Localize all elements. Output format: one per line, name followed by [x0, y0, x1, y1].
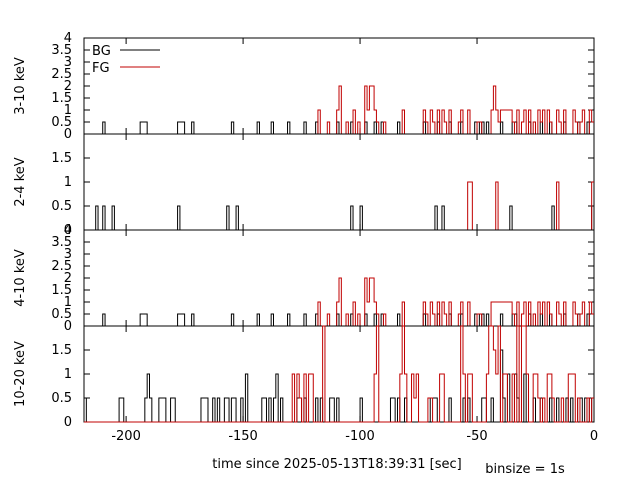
y-tick-label: 2.5 — [51, 259, 72, 274]
y-tick-label: 0 — [64, 319, 72, 334]
panel-4: 0 0.5 1 1.5 10-20 keV — [13, 325, 595, 430]
y-axis-title: 4-10 keV — [13, 249, 28, 307]
series-fg — [84, 277, 594, 327]
legend-label: FG — [92, 61, 110, 76]
y-tick-label: 0 — [64, 415, 72, 430]
y-tick-label: 0.5 — [51, 199, 72, 214]
y-tick-label: 0.5 — [51, 391, 72, 406]
series-bg — [84, 121, 594, 135]
legend: BG FG — [92, 44, 160, 76]
y-tick-label: 3 — [64, 55, 72, 70]
y-tick-label: 1 — [64, 175, 72, 190]
y-axis-title: 2-4 keV — [13, 157, 28, 206]
y-axis-title: 10-20 keV — [13, 341, 28, 407]
y-tick-label: 2.5 — [51, 67, 72, 82]
y-tick-label: 3.5 — [51, 43, 72, 58]
y-tick-label: 1 — [64, 367, 72, 382]
x-tick-label: 0 — [590, 429, 598, 444]
y-tick-label: 1.5 — [51, 343, 72, 358]
x-tick-label: -150 — [228, 429, 258, 444]
y-tick-label: 0 — [64, 223, 72, 238]
y-tick-label: 0 — [64, 127, 72, 142]
y-tick-label: 0.5 — [51, 307, 72, 322]
y-tick-label: 3 — [64, 247, 72, 262]
series-bg — [84, 205, 594, 231]
y-axis-title: 3-10 keV — [13, 57, 28, 115]
legend-label: BG — [92, 44, 111, 59]
series-fg — [84, 181, 594, 231]
y-tick-label: 2 — [64, 271, 72, 286]
x-axis-title: time since 2025-05-13T18:39:31 [sec] — [212, 457, 461, 472]
y-tick-label: 1 — [64, 295, 72, 310]
series-bg — [83, 349, 594, 423]
y-tick-label: 4 — [64, 223, 72, 238]
panel-frame — [83, 133, 595, 231]
y-tick-label: 1.5 — [51, 151, 72, 166]
series-fg — [84, 325, 594, 423]
y-tick-label: 2 — [64, 79, 72, 94]
y-tick-label: 4 — [64, 31, 72, 46]
binsize-label: binsize = 1s — [485, 462, 565, 477]
y-tick-label: 1.5 — [51, 283, 72, 298]
y-tick-label: 0.5 — [51, 115, 72, 130]
x-tick-label: -100 — [345, 429, 375, 444]
y-tick-label: 1.5 — [51, 91, 72, 106]
series-bg — [84, 313, 594, 327]
y-tick-label: 3.5 — [51, 235, 72, 250]
panel-3: 00.511.522.533.544-10 keV — [13, 223, 595, 334]
panel-2: 0 0.5 1 1.5 2-4 keV — [13, 133, 595, 238]
x-tick-label: -50 — [466, 429, 487, 444]
y-tick-label: 1 — [64, 103, 72, 118]
x-tick-label: -200 — [111, 429, 141, 444]
